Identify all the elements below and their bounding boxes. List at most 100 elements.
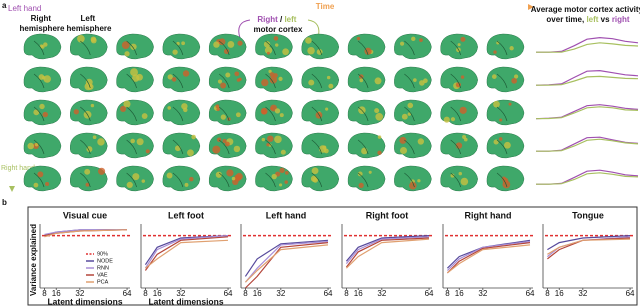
x-tick-label: 16: [555, 289, 564, 298]
brain-spot: [217, 79, 223, 84]
brain-spot: [502, 177, 509, 184]
brain-spot: [84, 168, 91, 175]
arrow-head: [9, 186, 15, 192]
brain-sulcus: [265, 172, 276, 188]
brain: [301, 66, 340, 93]
brain-spot: [315, 111, 323, 119]
brain-spot: [311, 167, 319, 175]
activity-line: [535, 106, 639, 120]
brain-sulcus: [80, 73, 91, 89]
brain-sulcus: [404, 172, 415, 188]
brain-spot: [222, 138, 227, 144]
brain-spot: [266, 51, 270, 55]
brain-spot: [268, 69, 272, 74]
brain-sulcus: [404, 73, 415, 89]
brain-sulcus: [450, 40, 462, 56]
brain-sulcus: [311, 172, 323, 188]
brain-spot: [513, 74, 519, 79]
brain: [394, 99, 432, 126]
brain-spot: [307, 46, 315, 55]
legend-label: PCA: [97, 279, 109, 285]
x-tick-label: 32: [578, 289, 587, 298]
brain-sulcus: [311, 106, 323, 122]
brain: [23, 165, 62, 192]
brain-sulcus: [450, 73, 462, 89]
brain-spot: [328, 83, 334, 89]
brain-sulcus: [496, 73, 508, 89]
x-tick-label: 8: [344, 289, 349, 298]
brain: [347, 33, 386, 60]
brain-sulcus: [265, 73, 276, 89]
brain-spot: [419, 80, 425, 86]
brain-spot: [167, 106, 172, 110]
brain-spot: [503, 141, 511, 149]
brain-spot: [130, 138, 135, 144]
brain-spot: [172, 49, 178, 55]
brain-sulcus: [265, 139, 276, 155]
brain-spot: [145, 149, 150, 154]
brain-spot: [121, 41, 130, 49]
brain-spot: [174, 145, 181, 152]
series-line: [446, 242, 531, 274]
brain-spot: [42, 111, 48, 118]
brain-spot: [305, 37, 312, 44]
brain-sulcus: [311, 139, 323, 155]
brain-spot: [132, 173, 140, 181]
brain-spot: [234, 71, 240, 77]
text: hemisphere: [67, 24, 112, 33]
brain-spot: [236, 78, 241, 82]
brain-spot: [374, 108, 380, 114]
brain-spot: [85, 182, 90, 187]
brain-spot: [491, 74, 497, 79]
brain: [486, 33, 525, 60]
brain-sulcus: [80, 106, 91, 122]
brain-spot: [279, 113, 284, 118]
series-line: [547, 238, 631, 255]
brain-spot: [87, 83, 94, 90]
text: /: [280, 15, 283, 24]
text: hemisphere: [20, 24, 65, 33]
brain-spot: [166, 172, 173, 179]
brain-sulcus: [218, 106, 230, 122]
brain-spot: [460, 177, 469, 186]
brain-spot: [191, 134, 196, 140]
brain-spot: [39, 103, 45, 110]
brain-spot: [92, 135, 97, 140]
chart-title: Left hand: [266, 210, 307, 220]
brain-spot: [90, 37, 97, 44]
brain-spot: [43, 75, 51, 83]
x-tick-label: 16: [52, 289, 61, 298]
brain-sulcus: [357, 106, 369, 122]
legend-label: RNN: [97, 265, 109, 271]
brain-sulcus: [450, 172, 462, 188]
brain-spot: [261, 137, 266, 142]
panel-label: a: [2, 1, 7, 10]
brain-sulcus: [126, 40, 137, 56]
brain-spot: [182, 70, 190, 77]
activity-line: [536, 75, 639, 86]
brain-spot: [212, 145, 221, 154]
brain-spot: [97, 138, 105, 146]
brain-sulcus: [126, 73, 137, 89]
brain: [70, 33, 108, 60]
hemisphere-label: Left hemisphere: [67, 14, 112, 33]
brain-spot: [167, 74, 173, 80]
panel-label: b: [2, 198, 7, 207]
brain-spot: [278, 76, 283, 81]
activity-line: [536, 172, 639, 185]
brain-spot: [227, 41, 235, 48]
x-axis-label: Latent dimensions: [47, 296, 122, 306]
text: Right: [257, 15, 278, 24]
brain-spot: [417, 179, 421, 183]
x-tick-label: 16: [153, 289, 162, 298]
brain-spot: [417, 138, 424, 145]
brain-spot: [43, 42, 48, 47]
brain-sulcus: [357, 172, 369, 188]
brain-spot: [215, 104, 220, 109]
brain-spot: [493, 50, 497, 54]
brain-spot: [141, 113, 148, 119]
brain: [440, 33, 478, 60]
x-tick-label: 8: [143, 289, 148, 298]
brain: [347, 99, 386, 126]
